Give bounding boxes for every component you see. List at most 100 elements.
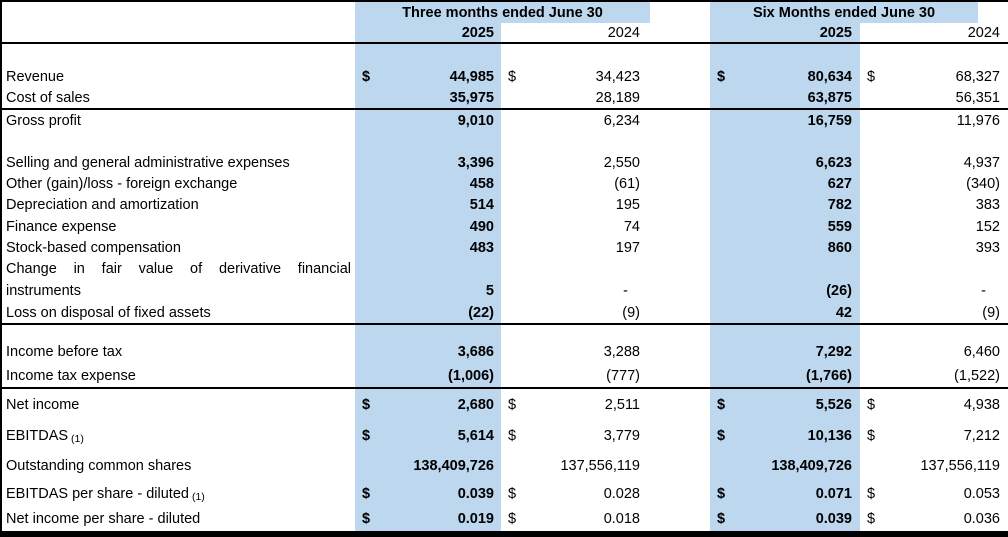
dollar-sign: $ bbox=[362, 511, 371, 527]
cell-value: 7,292 bbox=[815, 343, 852, 360]
cell-value: 63,875 bbox=[807, 89, 852, 106]
value-cell: (22) bbox=[355, 302, 501, 323]
cell-value: (1,522) bbox=[954, 367, 1000, 384]
cell-value: (777) bbox=[606, 367, 640, 384]
value-cell: 490 bbox=[355, 216, 501, 237]
value-cell: (777) bbox=[501, 364, 650, 387]
value-cell: $0.019 bbox=[355, 507, 501, 531]
header-three-months-group: Three months ended June 30 bbox=[355, 2, 650, 23]
cell-value: 0.071 bbox=[815, 486, 852, 502]
value-cell: 514 bbox=[355, 194, 501, 216]
header-year-2025-three-months: 2025 bbox=[355, 23, 501, 42]
value-cell: 16,759 bbox=[710, 110, 860, 131]
value-cell: - bbox=[501, 280, 650, 302]
cell-value: 0.019 bbox=[457, 511, 494, 527]
footnote-marker: (1) bbox=[191, 491, 205, 503]
cell-value: 138,409,726 bbox=[771, 458, 852, 474]
value-cell: $0.036 bbox=[860, 507, 1008, 531]
cell-value: 4,938 bbox=[963, 397, 1000, 413]
value-cell: 627 bbox=[710, 173, 860, 194]
cell-value: 627 bbox=[827, 175, 852, 192]
table-row: Other (gain)/loss - foreign exchange 458 (… bbox=[2, 173, 1008, 194]
value-cell: 195 bbox=[501, 194, 650, 216]
value-cell: $0.039 bbox=[355, 481, 501, 507]
row-label: Revenue bbox=[6, 68, 65, 85]
cell-value: 3,396 bbox=[457, 154, 494, 171]
cell-value: 2,680 bbox=[457, 397, 494, 413]
header-year-2024-six-months: 2024 bbox=[967, 24, 1000, 41]
column-gap bbox=[650, 302, 710, 323]
cell-value: 34,423 bbox=[595, 68, 640, 85]
dollar-sign: $ bbox=[717, 397, 726, 413]
row-label: Change in fair value of derivative finan… bbox=[6, 261, 351, 277]
cell-value: 42 bbox=[835, 304, 852, 321]
cell-value: 6,623 bbox=[815, 154, 852, 171]
table-body: Revenue $44,985 $34,423 $80,634 $68,327 Cost … bbox=[2, 44, 1008, 531]
value-cell bbox=[501, 259, 650, 280]
row-label: Stock-based compensation bbox=[6, 240, 181, 256]
value-cell: 559 bbox=[710, 216, 860, 237]
value-cell: (9) bbox=[501, 302, 650, 323]
table-row: Stock-based compensation 483 197 860 393 bbox=[2, 237, 1008, 259]
cell-value: 56,351 bbox=[955, 89, 1000, 106]
spacer-row bbox=[2, 131, 1008, 152]
cell-value: (1,766) bbox=[806, 367, 852, 384]
cell-value: (26) bbox=[826, 283, 852, 299]
value-cell: 3,396 bbox=[355, 152, 501, 173]
table-row: Depreciation and amortization 514 195 782 38… bbox=[2, 194, 1008, 216]
value-cell: $7,212 bbox=[860, 421, 1008, 451]
spacer-row bbox=[2, 325, 1008, 339]
value-cell: (1,766) bbox=[710, 364, 860, 387]
cell-value: 0.053 bbox=[963, 486, 1000, 502]
value-cell bbox=[710, 325, 860, 339]
value-cell: - bbox=[860, 280, 1008, 302]
dollar-sign: $ bbox=[362, 68, 371, 85]
spacer-row bbox=[2, 44, 1008, 66]
value-cell: 35,975 bbox=[355, 87, 501, 108]
value-cell: $0.039 bbox=[710, 507, 860, 531]
cell-value: (9) bbox=[622, 304, 640, 321]
cell-value: 559 bbox=[827, 218, 852, 235]
value-cell: $4,938 bbox=[860, 389, 1008, 421]
cell-value: 483 bbox=[469, 240, 494, 256]
cell-value: 68,327 bbox=[955, 68, 1000, 85]
value-cell: 197 bbox=[501, 237, 650, 259]
table-row: Net income per share - diluted $0.019 $0.0… bbox=[2, 507, 1008, 531]
row-label: Depreciation and amortization bbox=[6, 197, 199, 213]
column-gap bbox=[650, 44, 710, 66]
row-label bbox=[2, 131, 355, 152]
table-row: Cost of sales 35,975 28,189 63,875 56,351 bbox=[2, 87, 1008, 110]
column-gap bbox=[650, 66, 710, 87]
value-cell: 458 bbox=[355, 173, 501, 194]
row-label: Net income bbox=[6, 397, 80, 413]
column-gap bbox=[650, 325, 710, 339]
year-header-row: 2025 2024 2025 2024 bbox=[2, 23, 1008, 44]
column-gap bbox=[650, 364, 710, 387]
table-row: Loss on disposal of fixed assets (22) (9) 4… bbox=[2, 302, 1008, 325]
row-label: Net income per share - diluted bbox=[6, 511, 201, 527]
cell-value: 782 bbox=[827, 197, 852, 213]
value-cell: 393 bbox=[860, 237, 1008, 259]
row-label: Loss on disposal of fixed assets bbox=[6, 304, 211, 321]
column-gap bbox=[650, 451, 710, 481]
value-cell bbox=[860, 131, 1008, 152]
value-cell: 383 bbox=[860, 194, 1008, 216]
column-gap bbox=[650, 173, 710, 194]
cell-value: 137,556,119 bbox=[920, 458, 1000, 474]
cell-value: - bbox=[623, 283, 628, 299]
table-row: Income tax expense (1,006) (777) (1,766) (1,… bbox=[2, 364, 1008, 389]
cell-value: (340) bbox=[966, 175, 1000, 192]
column-gap bbox=[650, 131, 710, 152]
cell-value: 10,136 bbox=[807, 428, 852, 444]
value-cell: $0.053 bbox=[860, 481, 1008, 507]
cell-value: 3,779 bbox=[603, 428, 640, 444]
value-cell: $44,985 bbox=[355, 66, 501, 87]
cell-value: 197 bbox=[615, 240, 640, 256]
value-cell bbox=[860, 325, 1008, 339]
column-gap bbox=[650, 23, 710, 42]
cell-value: - bbox=[981, 283, 986, 299]
row-label: Selling and general administrative expen… bbox=[6, 154, 290, 171]
value-cell: 4,937 bbox=[860, 152, 1008, 173]
value-cell: $2,680 bbox=[355, 389, 501, 421]
